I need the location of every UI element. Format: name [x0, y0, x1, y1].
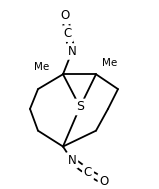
Text: O: O [99, 175, 109, 188]
Text: C: C [64, 27, 72, 40]
Text: Me: Me [102, 58, 118, 68]
Text: N: N [68, 154, 76, 167]
Text: N: N [68, 45, 76, 58]
Text: O: O [60, 9, 70, 22]
Text: S: S [76, 100, 84, 113]
Text: Me: Me [34, 62, 50, 72]
Text: C: C [84, 166, 92, 179]
